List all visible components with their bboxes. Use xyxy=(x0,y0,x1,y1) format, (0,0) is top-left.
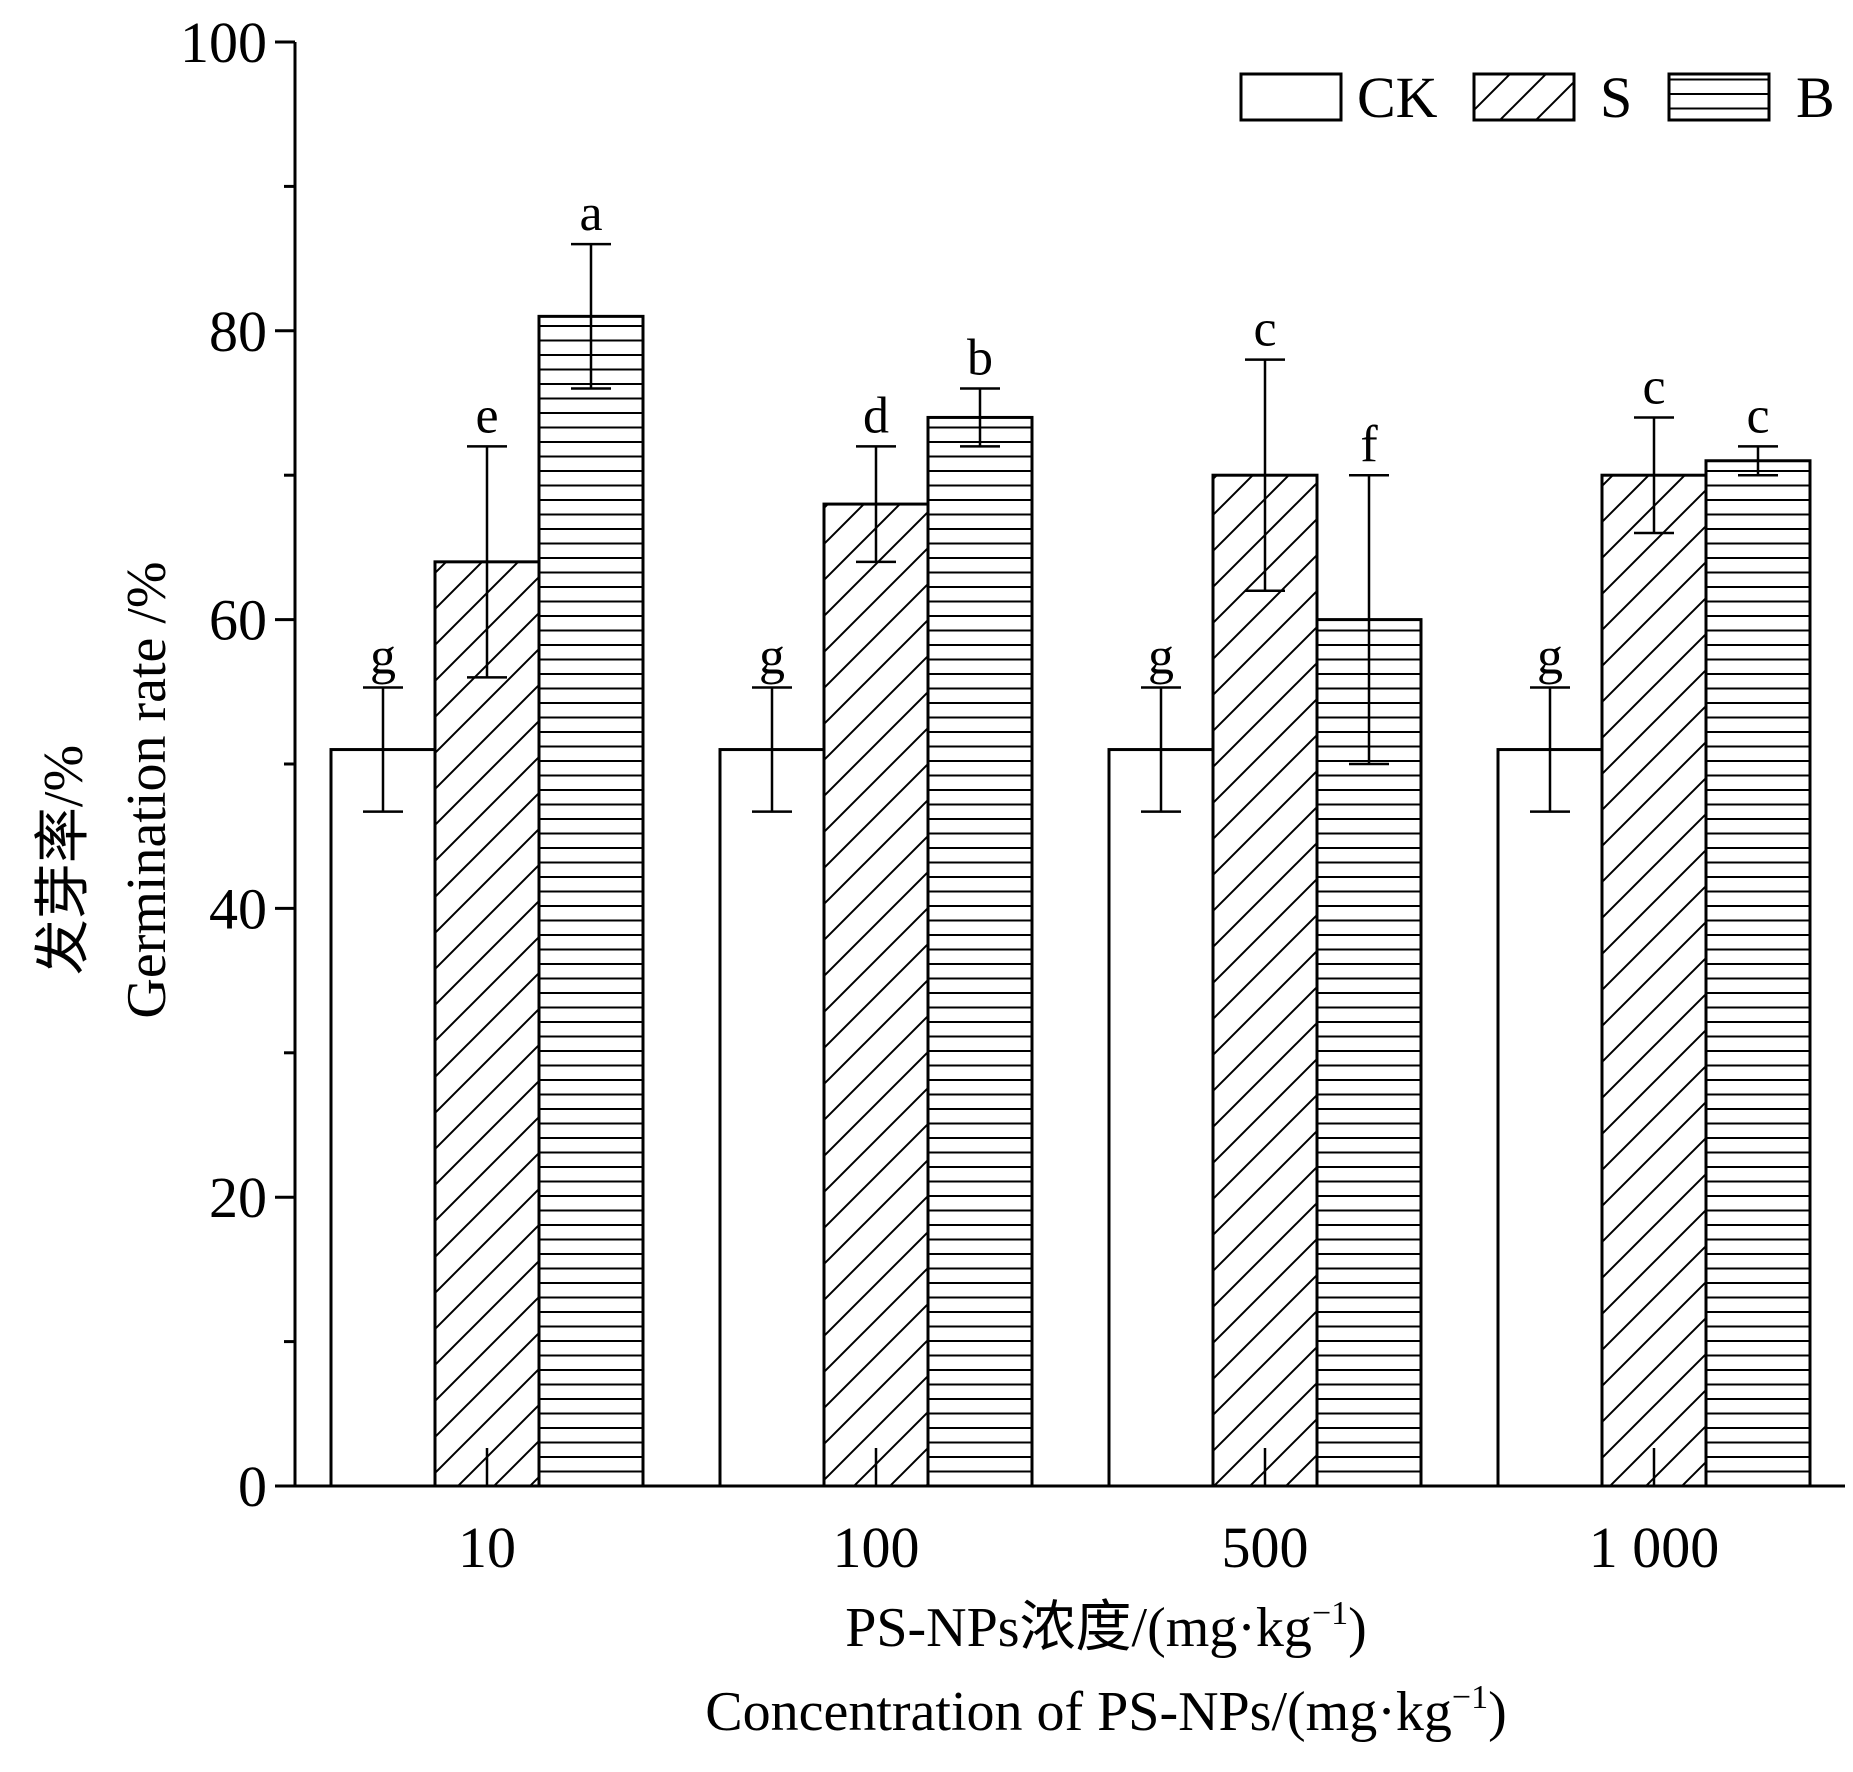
x-axis-title-en-close: ) xyxy=(1488,1681,1507,1743)
significance-letter: e xyxy=(475,387,498,444)
x-tick-label: 10 xyxy=(458,1515,516,1580)
bar-B-0 xyxy=(537,314,645,1488)
bar-CK-0 xyxy=(329,748,437,1488)
bars-layer xyxy=(329,314,1812,1488)
legend: CK S B xyxy=(1239,65,1835,130)
significance-letter: g xyxy=(1537,628,1563,685)
y-tick-label: 100 xyxy=(180,10,267,75)
significance-letter: a xyxy=(579,185,602,242)
x-axis-title-cn-close: ) xyxy=(1348,1597,1367,1659)
bar-S-3 xyxy=(1600,473,1708,1488)
x-axis-title-en: Concentration of PS-NPs/(mg·kg−1) xyxy=(705,1679,1506,1743)
y-tick-label: 20 xyxy=(209,1165,267,1230)
significance-letter: g xyxy=(370,628,396,685)
bar-S-0 xyxy=(433,560,541,1488)
significance-letter: c xyxy=(1642,358,1665,415)
x-tick-label: 500 xyxy=(1222,1515,1309,1580)
bar-CK-3 xyxy=(1496,748,1604,1488)
significance-letter: c xyxy=(1746,387,1769,444)
legend-swatch-B xyxy=(1667,72,1771,122)
error-bars-layer xyxy=(363,242,1778,813)
legend-swatch-S xyxy=(1472,72,1576,122)
legend-swatch-CK xyxy=(1239,72,1343,122)
x-axis-title-en-main: Concentration of PS-NPs/(mg·kg xyxy=(705,1681,1452,1743)
bar-CK-2 xyxy=(1107,748,1215,1488)
significance-letter: c xyxy=(1253,301,1276,358)
y-tick-label: 80 xyxy=(209,299,267,364)
significance-letters-layer: g e a g d b g c f g c c xyxy=(370,185,1770,685)
significance-letter: g xyxy=(1148,628,1174,685)
x-tick-label: 100 xyxy=(833,1515,920,1580)
legend-label-S: S xyxy=(1600,65,1632,130)
x-tick-label: 1 000 xyxy=(1589,1515,1720,1580)
bar-B-1 xyxy=(926,415,1034,1488)
significance-letter: d xyxy=(863,387,889,444)
legend-label-B: B xyxy=(1796,65,1835,130)
x-axis-title-cn-main: PS-NPs浓度/(mg·kg xyxy=(845,1597,1312,1659)
y-axis-title-cn: 发芽率/% xyxy=(33,745,95,975)
x-axis-title-cn: PS-NPs浓度/(mg·kg−1) xyxy=(845,1595,1367,1659)
y-tick-label: 0 xyxy=(238,1454,267,1519)
bar-B-3 xyxy=(1704,459,1812,1488)
x-axis-title-en-exponent: −1 xyxy=(1452,1679,1488,1716)
significance-letter: b xyxy=(967,330,993,387)
significance-letter: f xyxy=(1360,416,1378,473)
y-ticks: 0 20 40 60 80 100 xyxy=(180,10,295,1519)
y-tick-label: 60 xyxy=(209,588,267,653)
legend-label-CK: CK xyxy=(1357,65,1438,130)
bar-S-1 xyxy=(822,502,930,1488)
y-axis-title-en: Germination rate /% xyxy=(116,561,178,1018)
x-axis-title-cn-exponent: −1 xyxy=(1312,1595,1348,1632)
significance-letter: g xyxy=(759,628,785,685)
x-ticks: 10 100 500 1 000 xyxy=(458,1448,1719,1580)
bar-S-2 xyxy=(1211,473,1319,1488)
bar-CK-1 xyxy=(718,748,826,1488)
y-tick-label: 40 xyxy=(209,876,267,941)
